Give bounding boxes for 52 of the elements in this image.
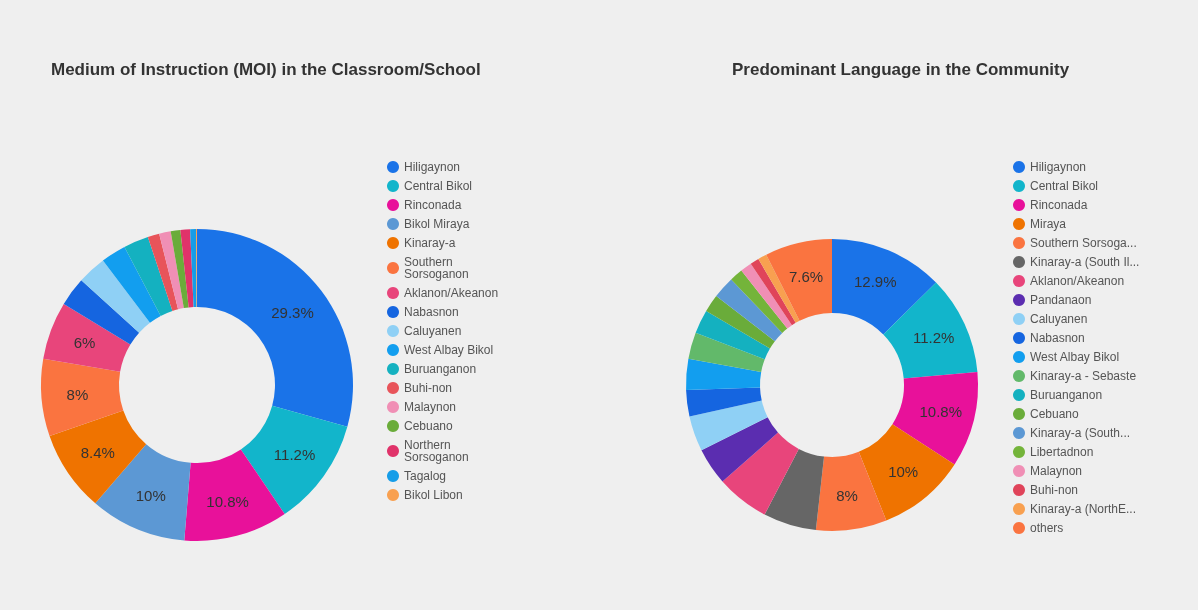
legend-label: Nabasnon: [404, 305, 459, 319]
legend-label: Bikol Libon: [404, 488, 463, 502]
legend-label: Hiligaynon: [404, 160, 461, 174]
legend-label: Kinaray-a (NorthE...: [1030, 502, 1137, 516]
legend-label: Buruanganon: [1030, 388, 1103, 402]
data-label: 7.6%: [788, 267, 824, 285]
data-label: 29.3%: [271, 303, 314, 321]
legend-label: Southern Sorsoganon: [404, 255, 469, 281]
legend-label: West Albay Bikol: [1030, 350, 1120, 364]
legend-label: Bikol Miraya: [404, 217, 470, 231]
legend-label: Nabasnon: [1030, 331, 1085, 345]
legend-label: Kinaray-a: [404, 236, 456, 250]
legend-label: Kinaray-a (South...: [1030, 426, 1131, 440]
legend-label: Southern Sorsoga...: [1030, 236, 1137, 250]
legend-label: Miraya: [1030, 217, 1067, 231]
chart-title: Predominant Language in the Community: [732, 60, 1070, 79]
legend-label: Aklanon/Akeanon: [404, 286, 499, 300]
legend-label: Buhi-non: [1030, 483, 1079, 497]
data-label: 8.4%: [80, 443, 115, 461]
legend-label: Buruanganon: [404, 362, 477, 376]
legend-label: Cebuano: [1030, 407, 1080, 421]
legend-label: Hiligaynon: [1030, 160, 1087, 174]
legend-label: Aklanon/Akeanon: [1030, 274, 1125, 288]
data-label: 12.9%: [853, 273, 897, 291]
legend-label: Tagalog: [404, 469, 447, 483]
legend-label: Rinconada: [1030, 198, 1088, 212]
data-label: 11.2%: [912, 329, 955, 347]
chart-title: Medium of Instruction (MOI) in the Classroom/School: [51, 60, 481, 79]
legend-label: Pandanaon: [1030, 293, 1092, 307]
legend-label: Central Bikol: [1030, 179, 1099, 193]
legend-label: Kinaray-a (South Il...: [1030, 255, 1140, 269]
legend-label: others: [1030, 521, 1064, 535]
legend-label: Malaynon: [404, 400, 457, 414]
legend-label: Kinaray-a - Sebaste: [1030, 369, 1137, 383]
legend-label: Caluyanen: [1030, 312, 1088, 326]
legend-label: Cebuano: [404, 419, 454, 433]
data-label: 10.8%: [919, 403, 962, 421]
legend-label: Malaynon: [1030, 464, 1083, 478]
data-label: 8%: [836, 487, 858, 505]
legend-label: Libertadnon: [1030, 445, 1094, 459]
legend-label: Northern Sorsoganon: [404, 438, 469, 464]
legend-label: Central Bikol: [404, 179, 473, 193]
data-label: 11.2%: [273, 446, 316, 464]
legend-label: Buhi-non: [404, 381, 453, 395]
data-label: 10.8%: [206, 492, 249, 510]
data-label: 6%: [73, 334, 96, 352]
legend-label: Rinconada: [404, 198, 462, 212]
legend-label: West Albay Bikol: [404, 343, 494, 357]
data-label: 8%: [66, 386, 89, 404]
data-label: 10%: [888, 462, 919, 480]
legend-label: Caluyanen: [404, 324, 462, 338]
data-label: 10%: [135, 487, 166, 505]
